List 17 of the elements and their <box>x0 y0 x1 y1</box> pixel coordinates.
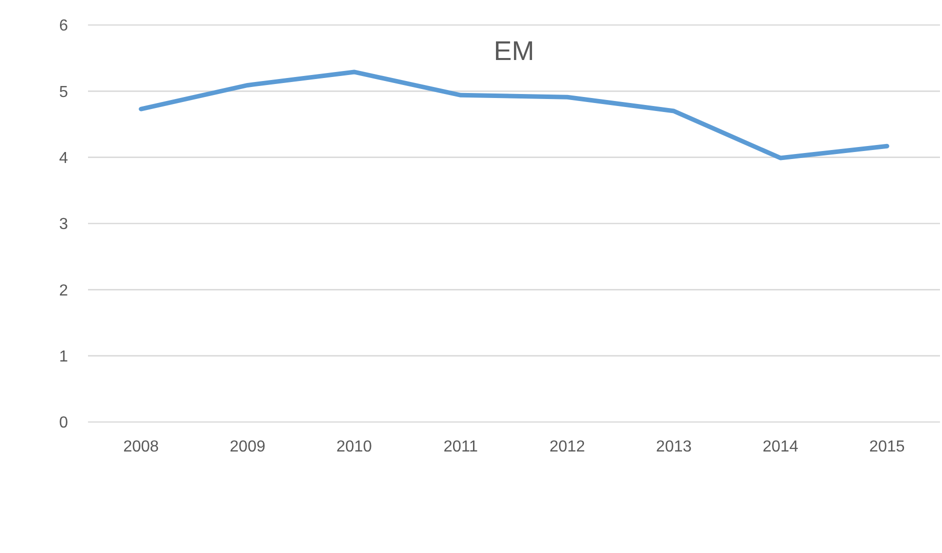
x-tick-label: 2014 <box>762 438 798 456</box>
x-tick-label: 2013 <box>656 438 692 456</box>
x-tick-label: 2012 <box>549 438 586 456</box>
y-tick-label: 5 <box>59 84 68 101</box>
x-tick-label: 2009 <box>230 438 266 456</box>
x-tick-label: 2010 <box>336 438 372 456</box>
y-tick-label: 2 <box>59 282 68 300</box>
x-tick-label: 2011 <box>444 438 478 456</box>
y-tick-label: 3 <box>59 216 68 234</box>
y-tick-label: 6 <box>59 18 68 35</box>
line-series <box>138 70 890 160</box>
x-tick-label: 2008 <box>123 438 159 456</box>
chart-title: EM <box>492 36 536 67</box>
y-tick-label: 4 <box>59 150 68 168</box>
y-tick-label: 0 <box>59 414 68 432</box>
y-tick-label: 1 <box>59 348 68 366</box>
x-tick-label: 2015 <box>869 438 905 456</box>
